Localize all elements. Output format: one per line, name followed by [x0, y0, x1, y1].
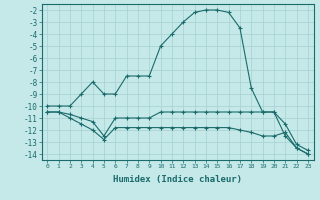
X-axis label: Humidex (Indice chaleur): Humidex (Indice chaleur) [113, 175, 242, 184]
